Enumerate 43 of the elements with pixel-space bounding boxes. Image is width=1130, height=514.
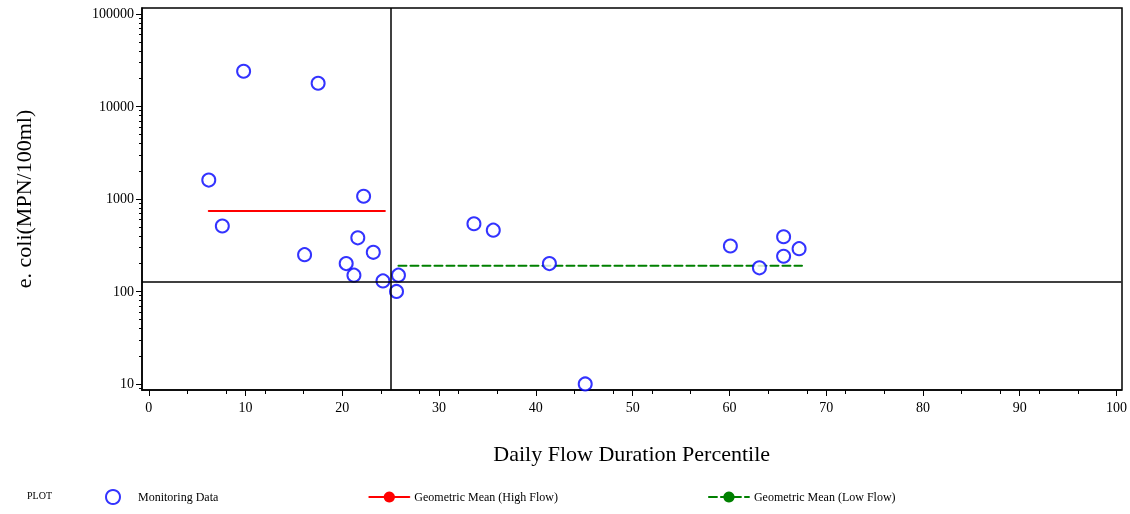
point	[791, 241, 807, 257]
point	[776, 248, 792, 264]
point	[751, 260, 767, 276]
y-axis-title: e. coli(MPN/100ml)	[10, 109, 36, 289]
point	[485, 222, 501, 238]
x-axis-title: Daily Flow Duration Percentile	[493, 440, 771, 466]
point	[214, 218, 230, 234]
legend-label: Monitoring Data	[138, 490, 219, 504]
y-tick-label: 100000	[92, 6, 134, 22]
point	[541, 256, 557, 272]
y-tick-label: 100	[113, 283, 134, 299]
point	[390, 267, 406, 283]
x-tick-label: 50	[625, 399, 640, 415]
point	[356, 188, 372, 204]
x-tick-label: 40	[528, 399, 543, 415]
point	[389, 283, 405, 299]
point	[236, 63, 252, 79]
point	[466, 216, 482, 232]
point	[201, 172, 217, 188]
point	[350, 230, 366, 246]
y-tick-label: 1000	[106, 191, 134, 207]
point	[297, 247, 313, 263]
x-tick-label: 80	[915, 399, 930, 415]
point	[365, 244, 381, 260]
x-tick-label: 60	[722, 399, 737, 415]
y-tick-label: 10000	[99, 98, 134, 114]
x-tick-label: 90	[1012, 399, 1027, 415]
x-tick-label: 100	[1106, 399, 1127, 415]
point	[577, 376, 593, 392]
point	[310, 75, 326, 91]
point	[722, 238, 738, 254]
legend-label: Geometric Mean (Low Flow)	[753, 490, 896, 504]
point	[338, 256, 354, 272]
x-tick-label: 70	[819, 399, 834, 415]
x-tick-label: 10	[238, 399, 253, 415]
x-tick-label: 20	[335, 399, 350, 415]
y-tick-label: 10	[120, 376, 134, 392]
x-tick-label: 30	[432, 399, 447, 415]
x-tick-label: 0	[145, 399, 153, 415]
point	[346, 267, 362, 283]
legend-title: PLOT	[27, 489, 52, 501]
legend-label: Geometric Mean (High Flow)	[414, 490, 558, 504]
point	[776, 229, 792, 245]
